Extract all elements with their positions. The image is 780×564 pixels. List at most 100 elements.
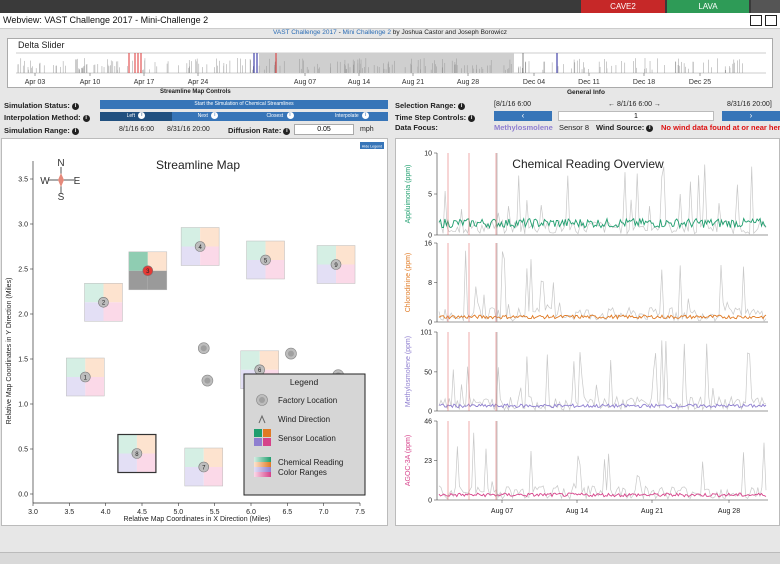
map-x-tick-label: 6.5 [282, 509, 292, 516]
sensor-dot [80, 371, 91, 383]
sensor-9[interactable]: 9 [316, 245, 356, 284]
interpolation-method-label: Interpolation Method: i [4, 113, 90, 122]
horizontal-scrollbar[interactable] [0, 552, 780, 564]
info-icon[interactable]: i [468, 115, 476, 122]
map-x-tick-label: 7.5 [355, 509, 365, 516]
slider-selection[interactable] [259, 53, 514, 73]
sensor-quadrant [265, 241, 285, 260]
info-icon[interactable]: i [71, 128, 79, 135]
info-icon[interactable]: i [82, 115, 90, 122]
sensor-quadrant [85, 358, 105, 377]
chart-1: 0 8 16 Chlorodinine (ppm) [405, 241, 768, 327]
chevron-left-icon: ‹ [521, 111, 525, 120]
sensor-label: 3 [146, 269, 150, 275]
sensor-border [246, 240, 285, 280]
map-y-tick-label: 0.0 [18, 492, 28, 499]
sensor-border [66, 357, 105, 397]
slider-tick-label: Dec 18 [633, 79, 655, 86]
sensor-1[interactable]: 1 [66, 357, 105, 397]
info-icon[interactable]: i [457, 103, 465, 110]
info-icon[interactable]: i [71, 103, 79, 110]
simulation-range-label: Simulation Range: i [4, 126, 79, 135]
chart-y-tick-label: 10 [424, 151, 432, 158]
slider-tick-label: Aug 28 [457, 79, 479, 86]
sensor-dot [194, 241, 206, 252]
sensor-dot [330, 259, 342, 270]
vast-link[interactable]: VAST Challenge 2017 [273, 29, 337, 36]
range-end[interactable]: 8/31/16 20:00 [167, 126, 210, 133]
general-info-label: General Info [567, 89, 605, 96]
chart-y-label: Appluimonia (ppm) [405, 165, 412, 224]
map-ylabel: Relative Map Coordinates in Y Direction … [6, 278, 13, 425]
diffusion-rate-input[interactable] [294, 124, 354, 135]
interpolation-method-group: Left i Next i Closest i Interpolate i [100, 112, 388, 121]
info-icon: i [362, 112, 370, 119]
menu-button[interactable] [751, 0, 780, 13]
sensor-label: 4 [198, 245, 202, 251]
delta-slider[interactable]: Delta Slider Apr 03 Apr 10 Apr 17 Apr 24 Aug… [7, 38, 773, 88]
sensor-quadrant [240, 350, 260, 370]
sensor-5[interactable]: 5 [246, 240, 285, 280]
sensor-2[interactable]: 2 [84, 283, 123, 322]
sensor-label: 1 [84, 375, 88, 381]
sensor-quadrant [84, 283, 104, 303]
time-step-input[interactable] [558, 111, 714, 121]
compass-icon: N SE W [40, 158, 80, 203]
cave2-button[interactable]: CAVE2 [581, 0, 665, 13]
window-close-button[interactable] [765, 15, 777, 26]
sensor-label: 9 [334, 263, 338, 269]
method-closest-button[interactable]: Closest i [244, 112, 316, 121]
sensor-markers: 1 2 3 4 5 6 7 8 9 [66, 227, 356, 487]
legend-ranges-label-1: Chemical Reading [278, 458, 343, 467]
map-x-tick-label: 7.0 [319, 509, 329, 516]
chart-y-tick-label: 46 [424, 419, 432, 426]
sensor-quadrant [317, 245, 337, 265]
sensor-8[interactable]: 8 [117, 433, 157, 474]
streamline-map[interactable]: Streamline Map Hide Legend N SE W 3.0 3.5 4.… [2, 139, 387, 525]
range-start[interactable]: 8/1/16 6:00 [119, 126, 155, 133]
compass-e: E [74, 176, 81, 187]
sensor-quadrant [259, 350, 279, 370]
map-y-tick-label: 0.5 [18, 447, 28, 454]
step-forward-button[interactable]: › [722, 111, 780, 121]
step-back-button[interactable]: ‹ [494, 111, 552, 121]
lava-button[interactable]: LAVA [667, 0, 749, 13]
info-icon[interactable]: i [646, 125, 654, 132]
chart-y-tick-label: 101 [420, 330, 432, 337]
sensor-4[interactable]: 4 [180, 227, 220, 266]
sensor-quadrant [66, 377, 86, 396]
sensor-quadrant [265, 260, 285, 279]
delta-slider-track[interactable]: Apr 03 Apr 10 Apr 17 Apr 24 Aug 07 Aug 14 Aug … [8, 39, 772, 87]
method-next-button[interactable]: Next i [172, 112, 244, 121]
method-left-button[interactable]: Left i [100, 112, 172, 121]
sensor-quadrant [203, 467, 223, 486]
map-x-tick-label: 5.5 [210, 509, 220, 516]
sensor-quadrant [336, 264, 356, 284]
factory-legend-icon-inner [259, 397, 265, 403]
sensor-7[interactable]: 7 [184, 447, 224, 487]
chart-y-tick-label: 5 [428, 192, 432, 199]
slider-tick-label: Apr 17 [134, 79, 155, 86]
mc2-link[interactable]: Mini Challenge 2 [342, 29, 391, 36]
selection-start: [8/1/16 6:00 [494, 101, 531, 108]
compass-s: S [58, 192, 65, 203]
slider-tick-label: Aug 07 [294, 79, 316, 86]
info-icon[interactable]: i [283, 128, 291, 135]
focused-sensor-series [438, 403, 767, 409]
chart-y-tick-label: 0 [428, 233, 432, 240]
sensor-quadrant [84, 302, 104, 322]
sensor-border [316, 245, 356, 284]
map-axes: 3.0 3.5 4.0 4.5 5.0 5.5 6.0 6.5 7.0 7.5 0.0 0.5 1.0 1… [18, 161, 365, 516]
method-interpolate-button[interactable]: Interpolate i [316, 112, 388, 121]
factory-marker-inner [204, 377, 211, 384]
start-simulation-button[interactable]: Start the Simulation of Chemical Streaml… [100, 100, 388, 109]
hide-legend-button[interactable] [360, 142, 384, 149]
sensor-3[interactable]: 3 [128, 251, 168, 291]
date-tick-label: Aug 07 [491, 508, 513, 515]
compass-n: N [57, 158, 64, 169]
window-restore-button[interactable] [750, 15, 762, 26]
sensor-quadrant [128, 251, 148, 271]
slider-tick-label: Dec 04 [523, 79, 545, 86]
map-xlabel: Relative Map Coordinates in X Direction … [123, 516, 270, 523]
chemical-overview-chart[interactable]: Chemical Reading Overview 0 5 10 Appluimoni… [396, 139, 780, 525]
